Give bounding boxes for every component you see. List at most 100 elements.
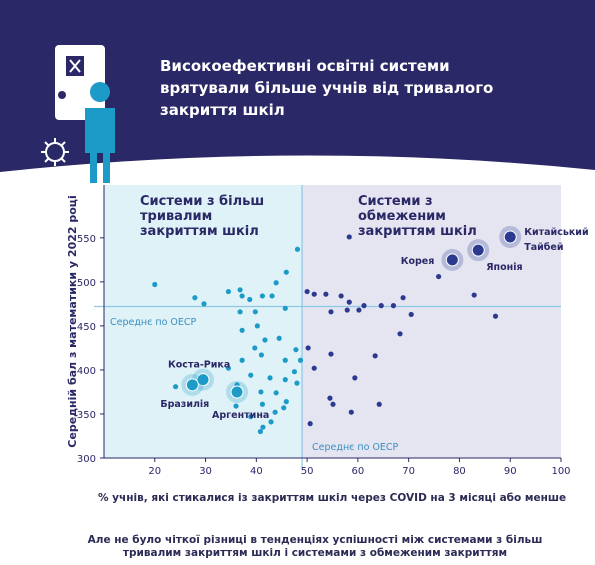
x-icon xyxy=(69,59,81,73)
point-label: Тайбей xyxy=(524,242,563,253)
person-body xyxy=(85,108,115,183)
point xyxy=(346,299,352,305)
x-tick-label: 80 xyxy=(453,466,466,477)
oecd-label: Середнє по ОЕСР xyxy=(312,442,399,453)
knob-icon xyxy=(58,91,66,99)
x-tick-label: 70 xyxy=(402,466,415,477)
region-label: закриттям шкіл xyxy=(358,224,477,239)
highlight-point xyxy=(230,385,244,399)
y-tick-label: 400 xyxy=(77,366,96,377)
point xyxy=(259,401,266,407)
point xyxy=(282,357,288,363)
point xyxy=(376,401,382,407)
point xyxy=(328,351,334,357)
point xyxy=(273,390,279,396)
point xyxy=(283,399,289,405)
point xyxy=(272,409,278,415)
point xyxy=(492,313,499,319)
person-head xyxy=(90,82,110,102)
point xyxy=(257,428,263,435)
point xyxy=(305,345,311,351)
point xyxy=(239,327,245,333)
point xyxy=(378,303,384,309)
point xyxy=(237,309,243,315)
point xyxy=(282,305,288,311)
point xyxy=(328,309,334,315)
region-label: Системи з xyxy=(358,194,433,209)
point xyxy=(327,395,333,401)
point xyxy=(254,323,260,329)
point xyxy=(258,352,265,358)
point xyxy=(192,295,198,301)
header-band xyxy=(0,0,595,172)
point xyxy=(291,369,298,375)
highlight-point xyxy=(503,230,517,244)
point xyxy=(268,419,274,425)
point xyxy=(408,311,414,318)
point xyxy=(323,291,329,297)
x-axis-title: % учнів, які стикалися із закриттям шкіл… xyxy=(98,492,567,504)
point xyxy=(294,246,301,252)
point xyxy=(282,377,288,383)
x-tick-label: 60 xyxy=(352,466,365,477)
region xyxy=(302,185,561,458)
x-tick-label: 90 xyxy=(504,466,517,477)
point xyxy=(247,296,253,303)
highlight-point xyxy=(445,253,459,267)
highlight-point xyxy=(471,243,485,257)
x-tick-label: 30 xyxy=(199,466,212,477)
y-axis-title: Середній бал з математики у 2022 році xyxy=(66,195,79,447)
x-tick-label: 20 xyxy=(148,466,161,477)
point xyxy=(348,409,354,415)
point xyxy=(152,281,158,288)
point-label: Китайський xyxy=(524,227,588,238)
point xyxy=(273,280,279,286)
y-tick-label: 550 xyxy=(77,234,96,245)
point xyxy=(262,337,268,343)
point xyxy=(248,414,254,420)
point xyxy=(344,307,350,313)
x-tick-label: 40 xyxy=(250,466,263,477)
region-label: тривалим xyxy=(140,209,212,224)
highlight-point xyxy=(185,378,199,392)
point-label: Японія xyxy=(486,262,522,273)
point xyxy=(293,347,299,353)
point xyxy=(239,357,245,363)
title: Високоефективні освітні системи врятували… xyxy=(160,57,493,119)
point xyxy=(267,375,273,381)
point-label: Коста-Рика xyxy=(168,360,230,371)
x-tick-label: 100 xyxy=(551,466,570,477)
point xyxy=(237,287,243,293)
y-tick-label: 500 xyxy=(77,278,96,289)
point xyxy=(248,372,254,378)
point-label: Корея xyxy=(401,256,435,267)
point xyxy=(346,234,352,240)
point xyxy=(233,403,239,409)
point xyxy=(390,303,397,309)
point xyxy=(239,293,245,299)
oecd-label: Середнє по ОЕСР xyxy=(110,317,197,328)
y-tick-label: 350 xyxy=(77,410,96,421)
x-tick-label: 50 xyxy=(301,466,314,477)
point xyxy=(252,309,258,315)
point xyxy=(201,301,207,307)
point-label: Бразилія xyxy=(160,399,209,410)
point xyxy=(225,365,232,371)
point xyxy=(307,421,313,427)
point xyxy=(172,384,179,390)
point xyxy=(294,380,300,386)
point xyxy=(259,293,266,299)
note: Але не було чіткої різниці в тенденціях … xyxy=(87,534,543,559)
region-label: Системи з більш xyxy=(140,194,264,209)
point xyxy=(361,303,367,309)
point xyxy=(304,288,310,295)
point xyxy=(276,335,282,341)
point xyxy=(269,293,275,299)
region-label: закриттям шкіл xyxy=(140,224,259,239)
region-label: обмеженим xyxy=(358,209,446,224)
point xyxy=(330,401,336,407)
point xyxy=(356,307,362,313)
y-tick-label: 300 xyxy=(77,454,96,465)
